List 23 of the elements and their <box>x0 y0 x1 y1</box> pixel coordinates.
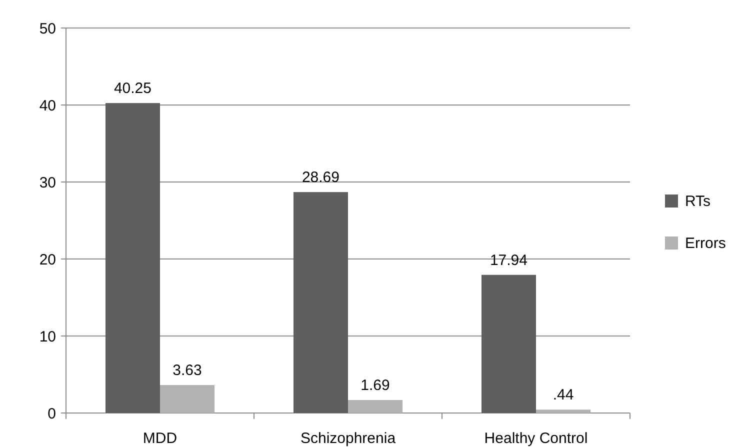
y-tick-label: 50 <box>39 20 56 38</box>
bar <box>293 192 348 413</box>
y-tick-label: 20 <box>39 251 56 268</box>
y-tick-label: 40 <box>39 97 56 114</box>
data-label: 3.63 <box>172 362 202 380</box>
data-label: .44 <box>552 386 574 404</box>
legend-label: Errors <box>685 234 726 252</box>
legend-label: RTs <box>685 192 711 210</box>
bar <box>105 103 160 413</box>
bar <box>481 274 536 413</box>
data-label: 40.25 <box>114 80 152 98</box>
x-tick-label: Healthy Control <box>484 430 588 447</box>
bar <box>536 410 591 413</box>
data-label: 1.69 <box>360 376 390 394</box>
x-tick-label: Schizophrenia <box>300 430 396 447</box>
bar <box>348 400 403 413</box>
data-label: 17.94 <box>490 252 528 269</box>
x-tick-label: MDD <box>142 430 178 447</box>
y-tick-label: 10 <box>39 328 56 346</box>
data-label: 28.69 <box>302 169 340 186</box>
y-tick-label: 0 <box>48 405 56 422</box>
y-tick-label: 30 <box>39 174 56 192</box>
bar <box>160 385 215 413</box>
